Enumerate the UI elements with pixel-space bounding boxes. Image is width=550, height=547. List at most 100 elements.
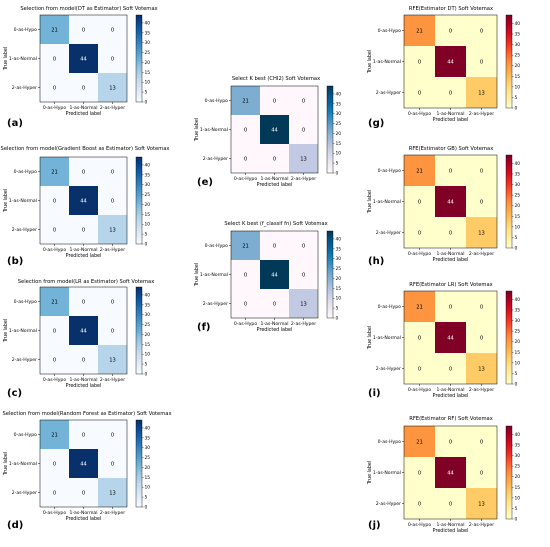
x-axis-label: Predicted label (257, 327, 293, 333)
matrix-cell (69, 44, 98, 73)
x-tick-label: 0-as-Hypo (408, 251, 432, 257)
matrix-cell (40, 157, 69, 186)
colorbar (505, 14, 513, 109)
colorbar-tick-label: 25 (145, 50, 151, 56)
confusion-matrix-panel: Selection from model(DT as Estimator) So… (3, 6, 158, 129)
matrix-cell (40, 15, 69, 44)
matrix-cell (404, 46, 435, 77)
matrix-cell (466, 488, 497, 519)
cell-value-label: 0 (418, 91, 421, 97)
colorbar-tick-label: 40 (515, 297, 521, 303)
cell-value-label: 0 (449, 169, 452, 175)
colorbar-tick-label: 10 (145, 352, 151, 358)
y-tick-label: 1-as-Normal (9, 56, 37, 62)
colorbar-tick-label: 0 (515, 382, 518, 388)
cell-value-label: 0 (480, 60, 483, 66)
cell-value-label: 0 (480, 29, 483, 35)
matrix-cell (435, 322, 466, 353)
matrix-cell (98, 215, 127, 244)
cell-value-label: 0 (449, 440, 452, 446)
matrix-cell (435, 46, 466, 77)
colorbar-tick-label: 10 (336, 151, 342, 157)
colorbar-tick-label: 35 (515, 308, 521, 314)
colorbar-tick-label: 0 (145, 100, 148, 106)
colorbar-tick-label: 0 (336, 316, 339, 322)
cell-value-label: 13 (300, 302, 307, 308)
x-tick-label: 1-as-Normal (436, 251, 464, 257)
x-tick-label: 0-as-Hypo (43, 105, 67, 111)
cell-value-label: 0 (418, 471, 421, 477)
cell-value-label: 21 (51, 170, 58, 176)
matrix-cell (98, 287, 127, 316)
colorbar-tick-label: 0 (336, 171, 339, 177)
colorbar (135, 156, 143, 245)
matrix-cell (466, 46, 497, 77)
x-axis-label: Predicted label (257, 182, 293, 188)
colorbar-tick-label: 5 (145, 232, 148, 238)
colorbar-tick-label: 35 (336, 101, 342, 107)
matrix-cell (40, 478, 69, 507)
cell-value-label: 0 (82, 433, 85, 439)
cell-value-label: 0 (418, 60, 421, 66)
confusion-matrix-panel: RFE(Estimator GB) Soft Votemax 21 0 0 0 44 0 0 0… (367, 146, 520, 267)
cell-value-label: 0 (82, 86, 85, 92)
colorbar-tick-label: 40 (336, 91, 342, 97)
matrix-cell (466, 322, 497, 353)
y-axis-label: True label (367, 50, 373, 74)
matrix-cell (98, 345, 127, 374)
matrix-cell (435, 457, 466, 488)
matrix-cell (435, 426, 466, 457)
cell-value-label: 0 (449, 367, 452, 373)
colorbar-tick-label: 10 (515, 495, 521, 501)
x-tick-label: 2-as-Hyper (469, 522, 494, 528)
matrix-cell (404, 155, 435, 186)
colorbar-tick-label: 10 (515, 224, 521, 230)
panel-letter: (a) (7, 118, 23, 129)
panel-title: Select K best (f_classif fn) Soft Votema… (224, 221, 327, 227)
confusion-matrix-panel: Selection from model(LR as Estimator) So… (3, 279, 154, 399)
y-tick-label: 2-as-Hyper (203, 156, 228, 162)
colorbar-tick-label: 15 (145, 70, 151, 76)
cell-value-label: 0 (244, 157, 247, 163)
colorbar-tick-label: 35 (515, 443, 521, 449)
matrix-cell (404, 322, 435, 353)
panel-letter: (j) (368, 520, 381, 531)
colorbar-tick-label: 10 (145, 80, 151, 86)
matrix-cell (231, 231, 260, 260)
colorbar-tick-label: 15 (145, 342, 151, 348)
cell-value-label: 44 (447, 60, 454, 66)
matrix-cell (289, 289, 318, 318)
x-tick-label: 1-as-Normal (436, 111, 464, 117)
matrix-cell (466, 457, 497, 488)
panel-title: Selection from model(Random Forest as Es… (2, 411, 171, 417)
x-tick-label: 1-as-Normal (260, 176, 288, 182)
y-tick-label: 1-as-Normal (373, 59, 401, 65)
x-tick-label: 1-as-Normal (260, 321, 288, 327)
x-axis-label: Predicted label (433, 257, 469, 263)
colorbar-tick-label: 5 (515, 95, 518, 101)
cell-value-label: 21 (51, 28, 58, 34)
matrix-cell (404, 353, 435, 384)
x-tick-label: 1-as-Normal (436, 522, 464, 528)
matrix-cell (260, 115, 289, 144)
panel-title: RFE(Estimator RF) Soft Votemax (409, 416, 493, 422)
matrix-cell (69, 449, 98, 478)
colorbar-tick-label: 20 (145, 60, 151, 66)
confusion-matrix-panel: Selection from model(Gradient Boost as E… (1, 146, 170, 267)
colorbar-tick-label: 20 (515, 203, 521, 209)
colorbar-tick-label: 40 (515, 432, 521, 438)
cell-value-label: 0 (302, 273, 305, 279)
cell-value-label: 0 (111, 433, 114, 439)
y-tick-label: 1-as-Normal (9, 198, 37, 204)
matrix-cell (466, 217, 497, 248)
panel-title: RFE(Estimator DT) Soft Votemax (409, 6, 493, 12)
y-axis-label: True label (3, 47, 9, 71)
x-tick-label: 0-as-Hypo (43, 510, 67, 516)
colorbar-tick-label: 35 (145, 172, 151, 178)
matrix-cell (404, 426, 435, 457)
cell-value-label: 0 (302, 128, 305, 134)
colorbar-tick-label: 40 (145, 425, 151, 431)
cell-value-label: 0 (111, 57, 114, 63)
matrix-cell (435, 15, 466, 46)
